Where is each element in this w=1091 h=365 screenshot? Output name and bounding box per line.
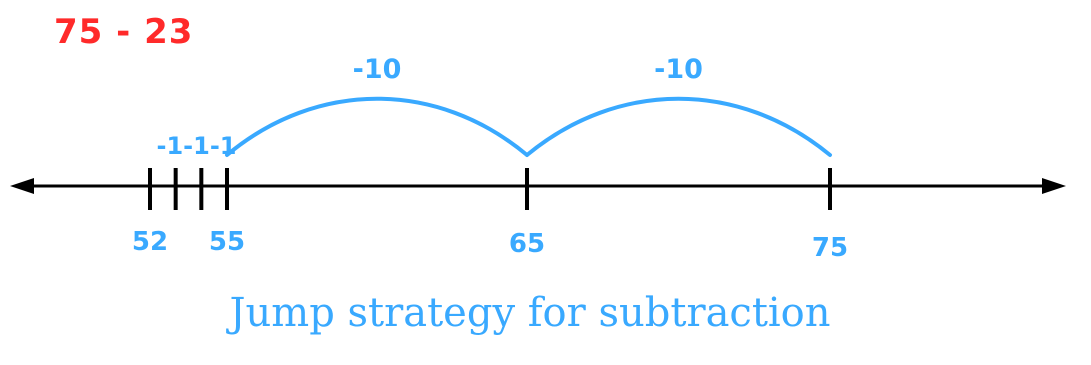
jump-label: -10 xyxy=(353,54,402,85)
right-arrow-icon xyxy=(1042,178,1066,194)
problem-text: 75 - 23 xyxy=(54,12,194,52)
caption: Jump strategy for subtraction xyxy=(229,290,831,336)
jump-arc xyxy=(525,96,832,157)
tick-label: 75 xyxy=(812,233,848,263)
left-arrow-icon xyxy=(10,178,34,194)
tick-label: 52 xyxy=(132,227,168,257)
tick-label: 55 xyxy=(209,227,245,257)
small-jumps-label: -1-1-1 xyxy=(157,132,237,160)
jump-label: -10 xyxy=(654,54,703,85)
tick-label: 65 xyxy=(509,229,545,259)
jump-arc xyxy=(225,96,529,157)
